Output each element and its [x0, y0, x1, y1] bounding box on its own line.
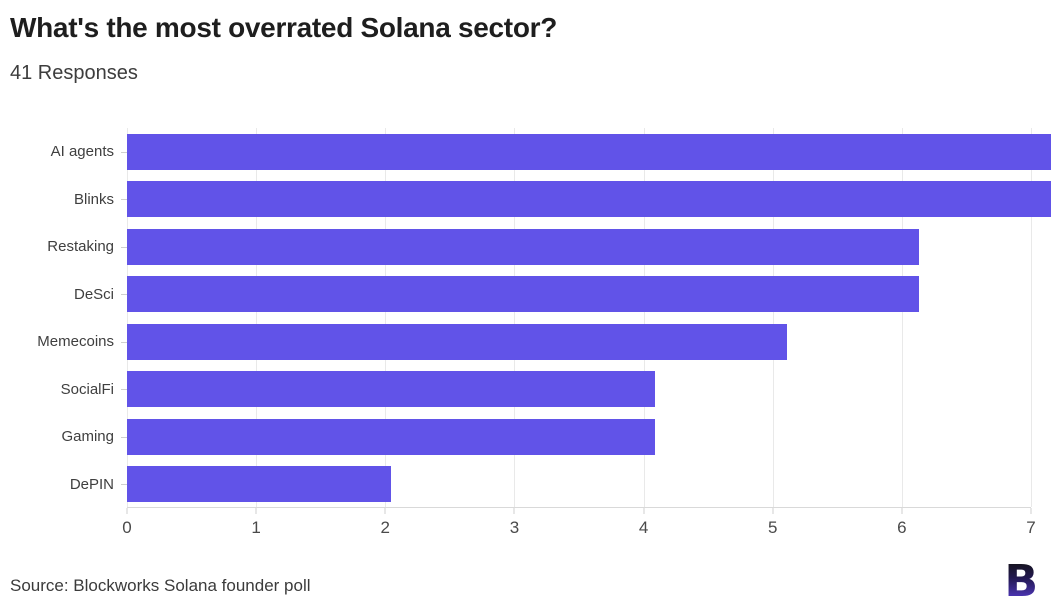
- bar-row: Gaming: [0, 413, 1051, 461]
- y-tick-mark: [121, 341, 127, 343]
- gridline-x-3: [514, 128, 516, 507]
- bar-rows: AI agents Blinks Restaking DeSci Memecoins So…: [0, 128, 1051, 508]
- bar-cell: [127, 176, 1051, 224]
- bar-ai-agents: [127, 133, 1051, 170]
- bar-row: SocialFi: [0, 366, 1051, 414]
- x-tick-mark: [126, 508, 128, 514]
- bar-desci: [127, 276, 919, 313]
- x-axis: 0 1 2 3 4 5 6 7: [122, 508, 1036, 548]
- x-tick-label: 4: [638, 518, 649, 537]
- x-tick-label: 0: [122, 518, 132, 537]
- category-label: AI agents: [50, 143, 114, 161]
- bar-cell: [127, 366, 1051, 414]
- bar-row: DePIN: [0, 461, 1051, 509]
- x-tick-label: 2: [380, 518, 391, 537]
- bar-blinks: [127, 181, 1051, 218]
- bar-gaming: [127, 418, 655, 455]
- label-cell: Restaking: [0, 223, 127, 271]
- bar-row: Restaking: [0, 223, 1051, 271]
- x-tick-mark: [513, 508, 515, 514]
- bar-row: DeSci: [0, 271, 1051, 319]
- category-label: DeSci: [73, 285, 114, 303]
- gridline-x-1: [256, 128, 258, 507]
- x-tick-label: 5: [767, 518, 778, 537]
- bar-cell: [127, 271, 1051, 319]
- category-label: Gaming: [61, 428, 114, 446]
- gridline-x-5: [772, 128, 774, 507]
- category-label: SocialFi: [60, 380, 114, 398]
- x-tick-mark: [255, 508, 257, 514]
- bar-restaking: [127, 228, 919, 265]
- x-tick-mark: [1030, 508, 1032, 514]
- x-tick-mark: [772, 508, 774, 514]
- y-tick-mark: [121, 484, 127, 486]
- y-tick-mark: [121, 389, 127, 391]
- gridline-x-2: [385, 128, 387, 507]
- label-cell: DeSci: [0, 271, 127, 319]
- label-cell: Blinks: [0, 176, 127, 224]
- gridline-x-7: [1031, 128, 1032, 507]
- gridline-x-6: [901, 128, 903, 507]
- bar-cell: [127, 223, 1051, 271]
- bar-memecoins: [127, 323, 787, 360]
- plot-area: [127, 128, 1032, 508]
- y-tick-mark: [121, 151, 127, 153]
- chart-subtitle: 41 Responses: [10, 62, 138, 84]
- bar-row: Blinks: [0, 176, 1051, 224]
- x-tick-label: 7: [1026, 518, 1036, 537]
- bar-cell: [127, 461, 1051, 509]
- label-cell: DePIN: [0, 461, 127, 509]
- category-label: Blinks: [73, 190, 114, 208]
- category-label: Memecoins: [37, 333, 114, 351]
- gridline-x-0: [127, 128, 128, 507]
- x-tick-mark: [384, 508, 386, 514]
- gridline-x-4: [643, 128, 645, 507]
- category-label: Restaking: [47, 238, 114, 256]
- y-tick-mark: [121, 246, 127, 248]
- y-tick-mark: [121, 436, 127, 438]
- source-text: Source: Blockworks Solana founder poll: [10, 576, 311, 595]
- bar-chart: AI agents Blinks Restaking DeSci Memecoins So…: [0, 128, 1051, 537]
- bar-cell: [127, 413, 1051, 461]
- chart-title: What's the most overrated Solana sector?: [10, 12, 558, 43]
- x-tick-label: 6: [897, 518, 907, 537]
- y-tick-mark: [121, 294, 127, 296]
- category-label: DePIN: [69, 475, 114, 493]
- bar-depin: [127, 466, 391, 503]
- x-tick-label: 3: [509, 518, 520, 537]
- x-tick-mark: [643, 508, 645, 514]
- bar-cell: [127, 128, 1051, 176]
- x-tick-label: 1: [251, 518, 261, 537]
- bar-row: AI agents: [0, 128, 1051, 176]
- x-tick-mark: [901, 508, 903, 514]
- label-cell: Memecoins: [0, 318, 127, 366]
- label-cell: Gaming: [0, 413, 127, 461]
- bar-cell: [127, 318, 1051, 366]
- bar-row: Memecoins: [0, 318, 1051, 366]
- blockworks-logo-icon: B: [1004, 556, 1038, 607]
- label-cell: AI agents: [0, 128, 127, 176]
- y-tick-mark: [121, 199, 127, 201]
- label-cell: SocialFi: [0, 366, 127, 414]
- bar-socialfi: [127, 371, 655, 408]
